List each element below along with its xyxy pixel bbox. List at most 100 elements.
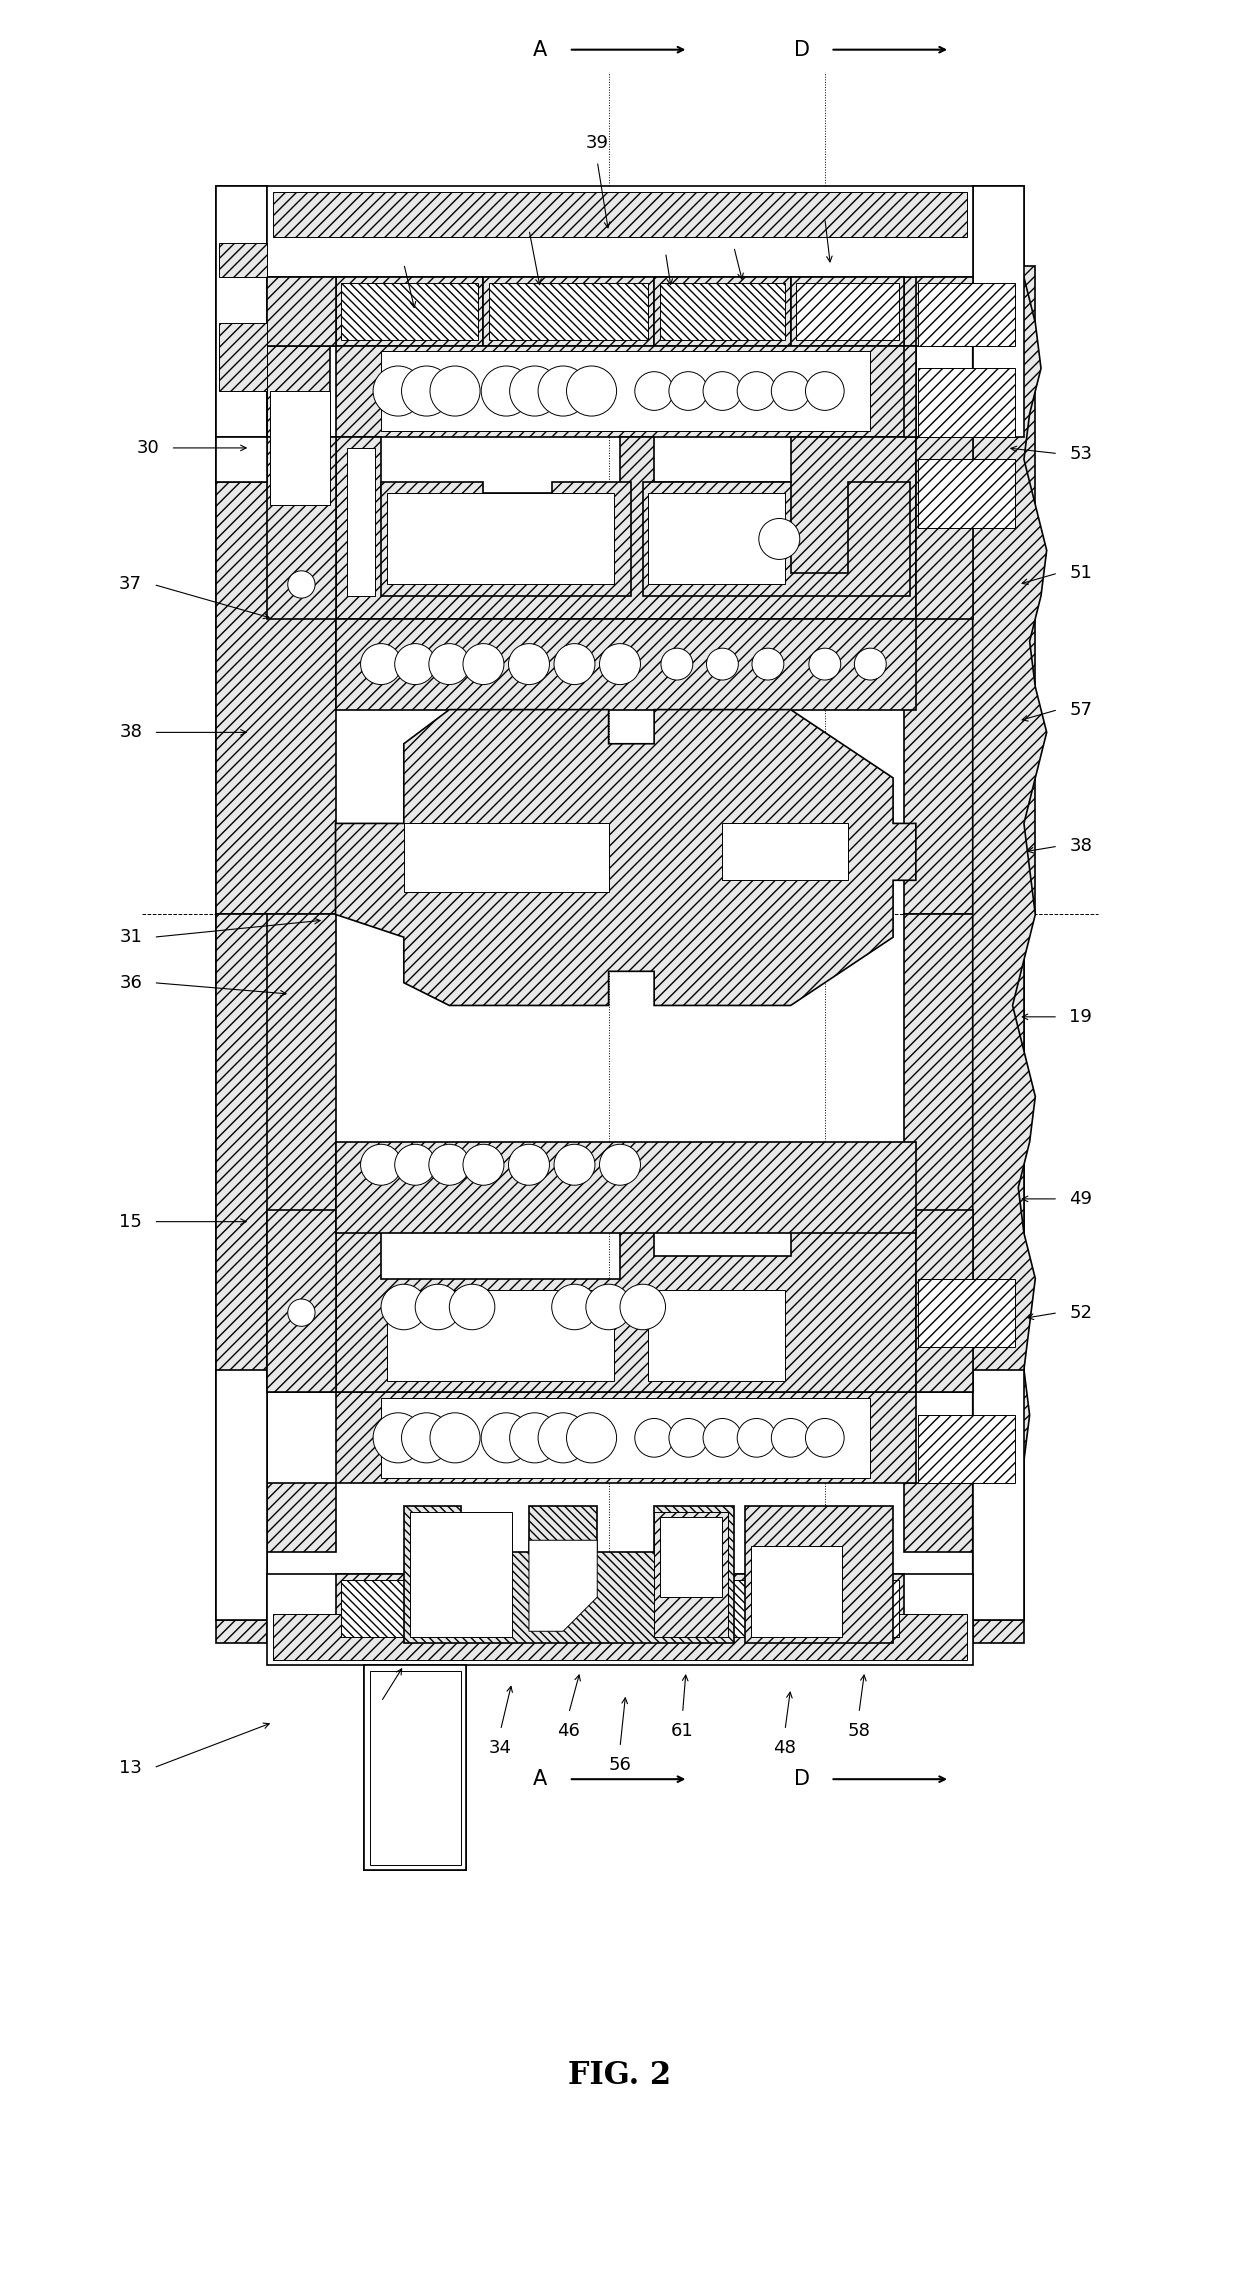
Bar (918, 1416, 1014, 1482)
Text: 36: 36 (119, 973, 143, 991)
Bar (273, 1615, 967, 1660)
Polygon shape (347, 448, 376, 596)
Bar (660, 1581, 785, 1638)
Circle shape (661, 649, 693, 681)
Text: 48: 48 (774, 1740, 796, 1756)
Circle shape (599, 1144, 641, 1185)
Circle shape (759, 518, 800, 560)
Bar (336, 1393, 916, 1482)
Bar (268, 265, 330, 914)
Text: 39: 39 (585, 135, 609, 153)
Bar (918, 459, 1014, 528)
Circle shape (481, 1414, 531, 1462)
Bar (216, 1370, 268, 1619)
Circle shape (668, 372, 708, 411)
Bar (341, 1581, 477, 1638)
Text: 42: 42 (392, 238, 415, 254)
Circle shape (510, 1414, 559, 1462)
Polygon shape (404, 1505, 734, 1642)
Circle shape (394, 644, 435, 685)
Text: 44: 44 (653, 226, 677, 242)
Circle shape (429, 1144, 470, 1185)
Bar (745, 1505, 893, 1642)
Text: 37: 37 (119, 576, 143, 594)
Text: 30: 30 (136, 439, 159, 457)
Circle shape (381, 1284, 427, 1329)
Circle shape (288, 1300, 315, 1327)
Circle shape (429, 644, 470, 685)
Bar (655, 1512, 728, 1638)
Polygon shape (904, 187, 1024, 914)
Text: A: A (533, 39, 548, 59)
Text: 4: 4 (825, 916, 836, 934)
Circle shape (373, 1414, 423, 1462)
Circle shape (552, 1284, 598, 1329)
Bar (751, 1546, 842, 1638)
Circle shape (751, 649, 784, 681)
Bar (796, 1581, 899, 1638)
Circle shape (373, 365, 423, 416)
Circle shape (430, 365, 480, 416)
Circle shape (394, 1144, 435, 1185)
Bar (484, 276, 655, 345)
Bar (219, 242, 268, 276)
Circle shape (361, 1144, 402, 1185)
Circle shape (703, 1418, 742, 1457)
Bar (268, 1574, 972, 1665)
Bar (655, 276, 791, 345)
Circle shape (402, 1414, 451, 1462)
Text: 58: 58 (847, 1722, 870, 1740)
Circle shape (402, 365, 451, 416)
Bar (216, 187, 268, 436)
Circle shape (771, 372, 810, 411)
Circle shape (599, 644, 641, 685)
Circle shape (463, 644, 503, 685)
Bar (370, 1672, 461, 1864)
Bar (381, 1398, 870, 1478)
Polygon shape (642, 482, 910, 596)
Bar (381, 352, 870, 432)
Bar (660, 1517, 723, 1597)
Bar (336, 345, 916, 436)
Circle shape (554, 644, 595, 685)
Circle shape (449, 1284, 495, 1329)
Text: 38: 38 (119, 724, 143, 742)
Text: A: A (533, 1770, 548, 1788)
Bar (972, 914, 1024, 1619)
Circle shape (430, 1414, 480, 1462)
Circle shape (463, 1144, 503, 1185)
Bar (660, 283, 785, 340)
Circle shape (538, 365, 588, 416)
Bar (387, 1290, 614, 1382)
Bar (273, 192, 967, 238)
Circle shape (510, 365, 559, 416)
Bar (723, 825, 848, 879)
Circle shape (585, 1284, 631, 1329)
Circle shape (538, 1414, 588, 1462)
Polygon shape (904, 914, 1024, 1642)
Text: D: D (794, 39, 810, 59)
Bar (336, 276, 484, 345)
Text: FIG. 2: FIG. 2 (568, 2060, 672, 2090)
Polygon shape (268, 1211, 336, 1393)
Circle shape (738, 372, 776, 411)
Bar (365, 1665, 466, 1871)
Circle shape (738, 1418, 776, 1457)
Bar (216, 436, 268, 914)
Bar (269, 391, 330, 505)
Bar (489, 283, 649, 340)
Bar (918, 283, 1014, 345)
Bar (216, 914, 268, 1619)
Bar (649, 493, 785, 585)
Text: 57: 57 (1069, 701, 1092, 719)
Circle shape (771, 1418, 810, 1457)
Bar (972, 187, 1024, 436)
Bar (336, 1142, 916, 1233)
Text: 19: 19 (1069, 1007, 1092, 1026)
Text: D: D (794, 1770, 810, 1788)
Circle shape (567, 1414, 616, 1462)
Polygon shape (216, 187, 336, 914)
Circle shape (361, 644, 402, 685)
Circle shape (668, 1418, 708, 1457)
Bar (791, 1574, 904, 1642)
